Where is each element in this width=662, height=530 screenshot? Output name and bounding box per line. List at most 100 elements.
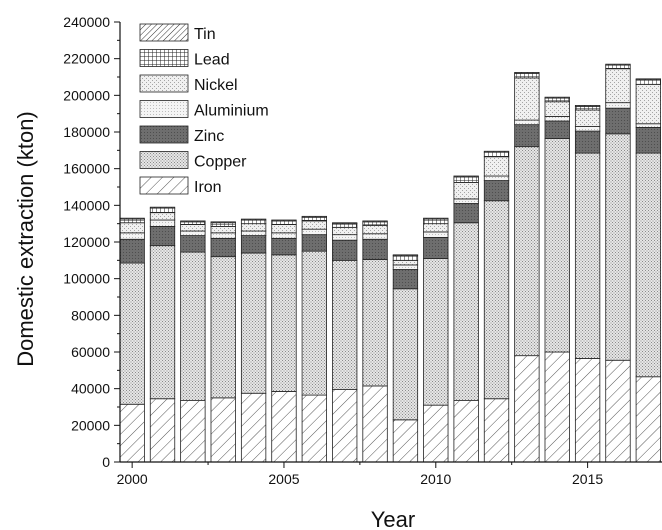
bar-aluminium-2013 (514, 119, 540, 126)
bar-iron-2016 (605, 359, 631, 463)
bar-zinc-2014 (544, 120, 570, 139)
bar-aluminium-2015 (574, 126, 601, 132)
bar-iron-2012 (483, 398, 510, 463)
legend-label-tin: Tin (194, 26, 216, 43)
y-tick-label: 140000 (63, 197, 110, 213)
bar-zinc-2007 (332, 239, 358, 261)
bar-zinc-2004 (240, 235, 267, 254)
bar-nickel-2005 (271, 224, 297, 234)
y-tick-label: 20000 (71, 417, 110, 433)
bar-tin-2014 (544, 96, 570, 99)
bar-aluminium-2016 (605, 102, 631, 109)
legend-swatch-nickel (139, 74, 189, 93)
bar-copper-2007 (332, 259, 358, 390)
legend-swatch-copper (139, 151, 189, 169)
bar-nickel-2017 (635, 83, 661, 125)
bar-tin-2010 (423, 217, 449, 220)
bar-iron-2015 (574, 358, 601, 463)
bar-nickel-2016 (605, 68, 631, 104)
y-tick-label: 40000 (71, 381, 110, 397)
bar-nickel-2015 (574, 109, 601, 127)
bar-lead-2006 (301, 216, 327, 222)
bar-tin-2016 (605, 63, 631, 66)
bar-zinc-2013 (514, 124, 540, 148)
bar-copper-2004 (240, 252, 267, 394)
bar-zinc-2016 (605, 107, 631, 135)
bar-lead-2015 (574, 105, 601, 111)
bar-tin-2009 (392, 254, 419, 257)
bar-zinc-2011 (453, 203, 479, 224)
bar-copper-2005 (271, 254, 297, 392)
bar-aluminium-2017 (635, 123, 661, 128)
legend-label-lead: Lead (194, 52, 230, 69)
legend-swatch-aluminium (139, 100, 189, 118)
bar-nickel-2003 (210, 226, 236, 234)
x-axis-title: Year (371, 507, 415, 530)
bar-aluminium-2008 (362, 233, 388, 240)
bar-nickel-2009 (392, 259, 419, 266)
bar-copper-2009 (392, 288, 419, 421)
bar-tin-2005 (271, 219, 297, 222)
x-tick-label: 2010 (420, 471, 451, 487)
bar-iron-2009 (392, 419, 419, 463)
bar-lead-2001 (149, 207, 176, 214)
bar-tin-2011 (453, 175, 479, 178)
bar-nickel-2010 (423, 223, 449, 233)
bar-nickel-2011 (453, 182, 479, 200)
legend-swatch-zinc (139, 125, 189, 144)
bar-copper-2013 (514, 146, 540, 357)
bar-iron-2008 (362, 385, 388, 463)
bar-aluminium-2000 (119, 232, 145, 240)
bar-aluminium-2004 (240, 230, 267, 236)
bar-zinc-2012 (483, 180, 510, 202)
bar-aluminium-2014 (544, 116, 570, 122)
bar-aluminium-2005 (271, 232, 297, 239)
y-tick-label: 60000 (71, 344, 110, 360)
bar-zinc-2010 (423, 237, 449, 259)
legend-swatch-iron (139, 176, 189, 195)
bar-tin-2003 (210, 221, 236, 224)
legend-label-zinc: Zinc (194, 128, 224, 145)
bar-zinc-2008 (362, 238, 388, 260)
bar-iron-2001 (149, 398, 176, 463)
bar-zinc-2002 (180, 235, 206, 253)
y-tick-label: 220000 (63, 51, 110, 67)
bar-tin-2012 (483, 150, 510, 153)
bar-tin-2008 (362, 220, 388, 223)
bar-copper-2012 (483, 200, 510, 400)
bar-nickel-2008 (362, 225, 388, 235)
legend-label-iron: Iron (194, 179, 222, 196)
legend: Tin Lead Nickel Aluminium Zinc Copper Iron (139, 23, 269, 196)
bar-nickel-2006 (301, 220, 327, 230)
bar-zinc-2009 (392, 269, 419, 290)
bar-copper-2015 (574, 152, 601, 359)
bar-lead-2005 (271, 220, 297, 225)
bar-iron-2014 (544, 351, 570, 463)
x-tick-label: 2000 (117, 471, 148, 487)
bar-tin-2007 (332, 222, 358, 225)
bar-nickel-2012 (483, 156, 510, 177)
y-tick-label: 80000 (71, 307, 110, 323)
bar-zinc-2006 (301, 234, 327, 252)
bar-lead-2007 (332, 223, 358, 228)
bar-lead-2013 (514, 72, 540, 79)
bar-aluminium-2006 (301, 228, 327, 236)
bar-lead-2008 (362, 221, 388, 226)
bar-aluminium-2003 (210, 232, 236, 239)
bar-lead-2016 (605, 64, 631, 70)
bar-lead-2011 (453, 176, 479, 183)
bar-iron-2017 (635, 376, 661, 463)
bar-iron-2006 (301, 394, 327, 463)
bar-aluminium-2009 (392, 264, 419, 270)
bar-copper-2017 (635, 152, 661, 378)
bar-nickel-2007 (332, 226, 358, 236)
legend-label-nickel: Nickel (194, 77, 238, 94)
bar-tin-2017 (635, 78, 661, 81)
bar-nickel-2000 (119, 222, 145, 234)
bar-nickel-2001 (149, 212, 176, 221)
legend-swatch-tin (139, 23, 189, 42)
bar-iron-2003 (210, 397, 236, 463)
bars-layer (119, 63, 661, 463)
bar-iron-2000 (119, 403, 145, 463)
